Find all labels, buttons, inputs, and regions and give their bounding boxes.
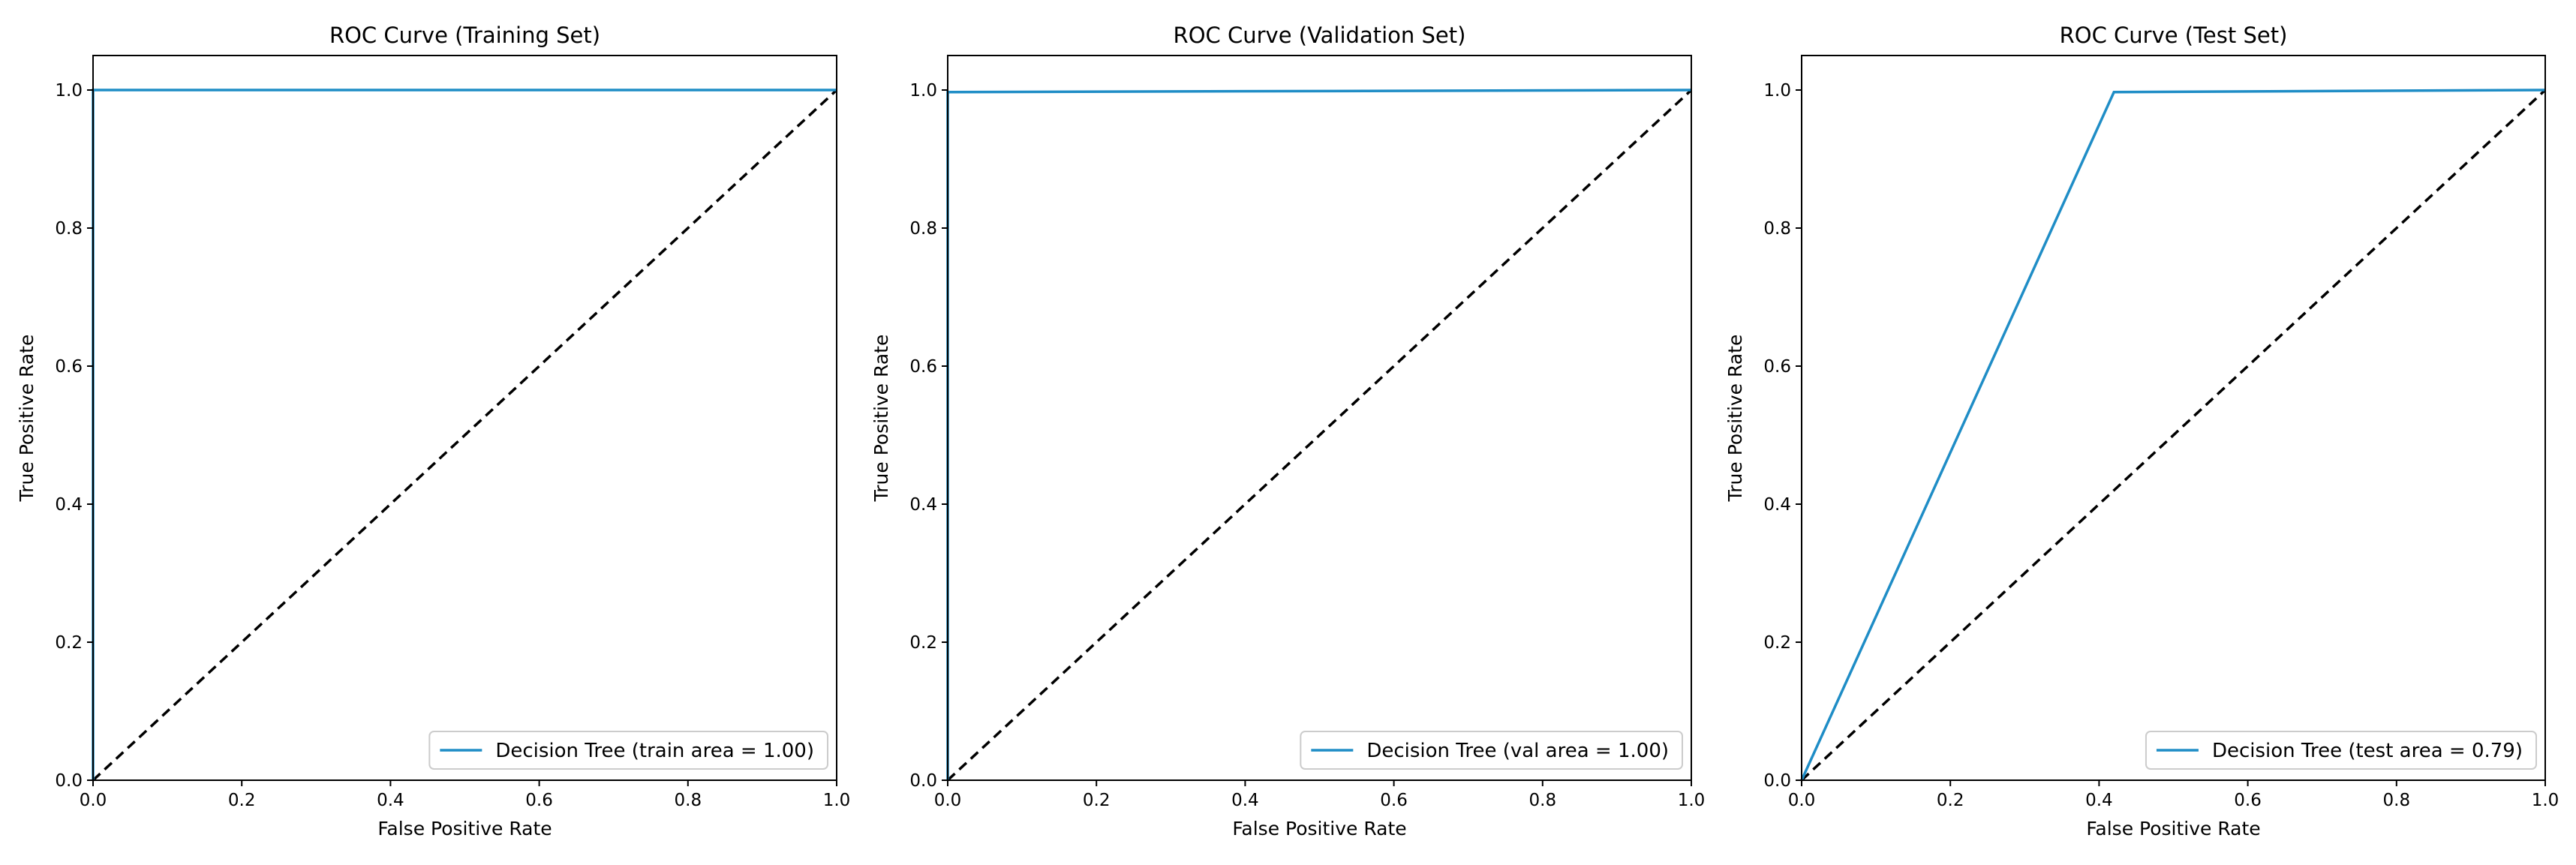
x-tick-label: 0.4	[2085, 791, 2113, 810]
y-tick-label: 0.2	[55, 633, 83, 653]
y-tick-label: 0.0	[909, 771, 937, 791]
diagonal-reference-line	[946, 89, 1693, 782]
legend-box	[2145, 731, 2537, 770]
y-tick-label: 0.8	[1763, 219, 1791, 239]
x-tick-label: 0.0	[1788, 791, 1816, 810]
y-tick-label: 0.4	[1763, 495, 1791, 515]
roc-panel-3: ROC Curve (Test Set) 0.0 0.2 0.4 0.6 0.8 1.0 0.…	[1724, 23, 2559, 839]
y-tick-label: 0.6	[1763, 357, 1791, 377]
roc-panel-1: ROC Curve (Training Set) 0.0 0.2 0.4 0.6 0.8 1…	[16, 23, 850, 839]
y-tick-label: 0.2	[909, 633, 937, 653]
y-tick-label: 0.2	[1763, 633, 1791, 653]
x-tick-label: 0.2	[1937, 791, 1964, 810]
x-axis-label: False Positive Rate	[377, 818, 552, 839]
x-axis-label: False Positive Rate	[1232, 818, 1406, 839]
legend-label: Decision Tree (train area = 1.00)	[495, 740, 814, 762]
roc-curve-line	[1800, 89, 2546, 781]
axes-frame	[947, 55, 1692, 781]
x-tick-label: 0.4	[377, 791, 404, 810]
y-tick-label: 1.0	[909, 81, 937, 101]
diagonal-reference-line	[1800, 89, 2547, 782]
diagonal-reference-line	[92, 89, 838, 782]
chart-title: ROC Curve (Validation Set)	[1174, 23, 1466, 48]
y-tick-label: 0.8	[55, 219, 83, 239]
x-tick-label: 0.8	[2383, 791, 2411, 810]
y-axis-label: True Positive Rate	[870, 335, 892, 503]
roc-panel-2: ROC Curve (Validation Set) 0.0 0.2 0.4 0.6 0.…	[870, 23, 1705, 839]
y-tick-label: 1.0	[55, 81, 83, 101]
y-axis-label: True Positive Rate	[16, 335, 38, 503]
y-tick-label: 0.6	[55, 357, 83, 377]
x-tick-label: 1.0	[2532, 791, 2559, 810]
y-tick-label: 0.4	[55, 495, 83, 515]
chart-title: ROC Curve (Training Set)	[329, 23, 600, 48]
legend-label: Decision Tree (test area = 0.79)	[2212, 740, 2523, 762]
x-tick-label: 0.0	[934, 791, 962, 810]
legend-box	[1300, 731, 1683, 770]
x-tick-label: 0.6	[1380, 791, 1408, 810]
x-tick-label: 1.0	[1678, 791, 1706, 810]
x-axis-label: False Positive Rate	[2086, 818, 2260, 839]
axes-frame	[92, 55, 837, 781]
legend: Decision Tree (train area = 1.00)	[428, 731, 828, 770]
x-tick-label: 1.0	[823, 791, 851, 810]
y-tick-label: 0.0	[55, 771, 83, 791]
y-axis-label: True Positive Rate	[1724, 335, 1746, 503]
y-tick-label: 0.8	[909, 219, 937, 239]
legend: Decision Tree (test area = 0.79)	[2145, 731, 2537, 770]
y-tick-label: 0.0	[1763, 771, 1791, 791]
x-tick-label: 0.6	[525, 791, 553, 810]
x-tick-label: 0.2	[228, 791, 256, 810]
x-tick-label: 0.0	[80, 791, 107, 810]
y-tick-label: 0.6	[909, 357, 937, 377]
y-tick-label: 0.4	[909, 495, 937, 515]
chart-title: ROC Curve (Test Set)	[2060, 23, 2288, 48]
x-tick-label: 0.6	[2234, 791, 2262, 810]
legend-box	[428, 731, 828, 770]
legend: Decision Tree (val area = 1.00)	[1300, 731, 1683, 770]
x-tick-label: 0.8	[675, 791, 702, 810]
legend-label: Decision Tree (val area = 1.00)	[1366, 740, 1669, 762]
x-tick-label: 0.8	[1529, 791, 1557, 810]
x-tick-label: 0.2	[1083, 791, 1111, 810]
x-tick-label: 0.4	[1231, 791, 1259, 810]
y-tick-label: 1.0	[1763, 81, 1791, 101]
axes-frame	[1801, 55, 2546, 781]
